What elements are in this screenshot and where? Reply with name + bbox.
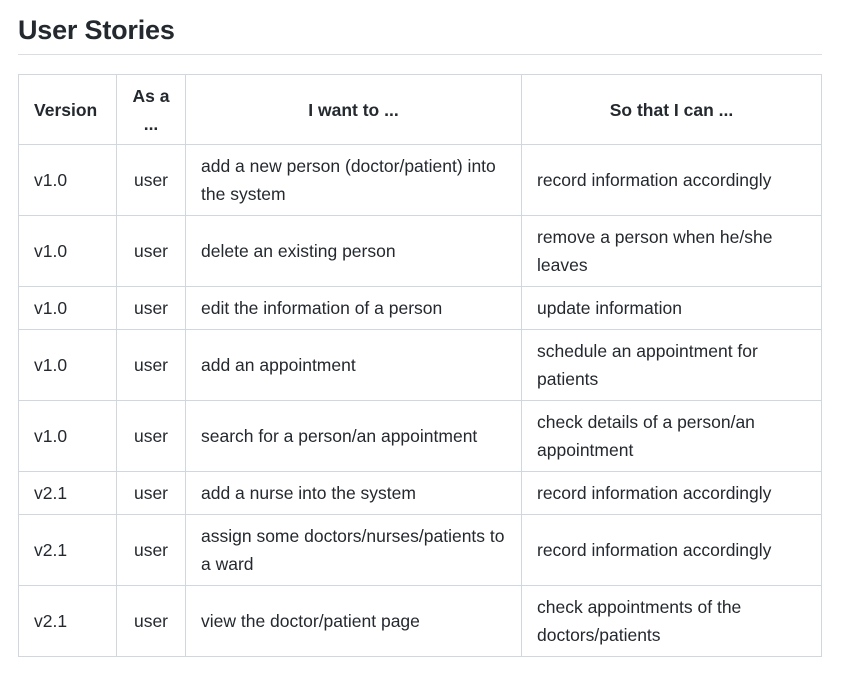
cell-as-a: user [116,471,186,515]
cell-as-a: user [116,514,186,586]
section-heading: User Stories [18,15,175,45]
cell-as-a: user [116,215,186,287]
heading-divider [18,54,822,55]
cell-as-a: user [116,585,186,657]
cell-version: v2.1 [18,514,117,586]
cell-i-want-to: delete an existing person [185,215,522,287]
cell-so-that-i-can: schedule an appointment for patients [521,329,822,401]
cell-as-a: user [116,286,186,330]
table-row: v2.1 user assign some doctors/nurses/pat… [18,514,822,586]
cell-version: v1.0 [18,215,117,287]
markdown-page: User Stories Version As a ... I want to … [18,0,822,657]
cell-as-a: user [116,144,186,216]
cell-as-a: user [116,400,186,472]
cell-so-that-i-can: record information accordingly [521,514,822,586]
header-as-a: As a ... [116,74,186,145]
cell-so-that-i-can: check appointments of the doctors/patien… [521,585,822,657]
table-row: v1.0 user search for a person/an appoint… [18,400,822,472]
table-row: v1.0 user edit the information of a pers… [18,286,822,330]
cell-so-that-i-can: record information accordingly [521,144,822,216]
header-so-that-i-can: So that I can ... [521,74,822,145]
table-row: v1.0 user delete an existing person remo… [18,215,822,287]
cell-so-that-i-can: check details of a person/an appointment [521,400,822,472]
cell-i-want-to: assign some doctors/nurses/patients to a… [185,514,522,586]
cell-version: v2.1 [18,585,117,657]
table-header-row: Version As a ... I want to ... So that I… [18,74,822,145]
table-row: v2.1 user add a nurse into the system re… [18,471,822,515]
cell-version: v2.1 [18,471,117,515]
cell-i-want-to: edit the information of a person [185,286,522,330]
table-row: v1.0 user add a new person (doctor/patie… [18,144,822,216]
cell-so-that-i-can: remove a person when he/she leaves [521,215,822,287]
header-i-want-to: I want to ... [185,74,522,145]
table-row: v1.0 user add an appointment schedule an… [18,329,822,401]
table-row: v2.1 user view the doctor/patient page c… [18,585,822,657]
header-version: Version [18,74,117,145]
cell-i-want-to: add an appointment [185,329,522,401]
user-stories-table: Version As a ... I want to ... So that I… [18,74,822,657]
cell-version: v1.0 [18,144,117,216]
cell-so-that-i-can: update information [521,286,822,330]
cell-i-want-to: view the doctor/patient page [185,585,522,657]
cell-as-a: user [116,329,186,401]
cell-i-want-to: add a nurse into the system [185,471,522,515]
cell-version: v1.0 [18,286,117,330]
cell-so-that-i-can: record information accordingly [521,471,822,515]
cell-i-want-to: search for a person/an appointment [185,400,522,472]
cell-version: v1.0 [18,329,117,401]
cell-i-want-to: add a new person (doctor/patient) into t… [185,144,522,216]
cell-version: v1.0 [18,400,117,472]
